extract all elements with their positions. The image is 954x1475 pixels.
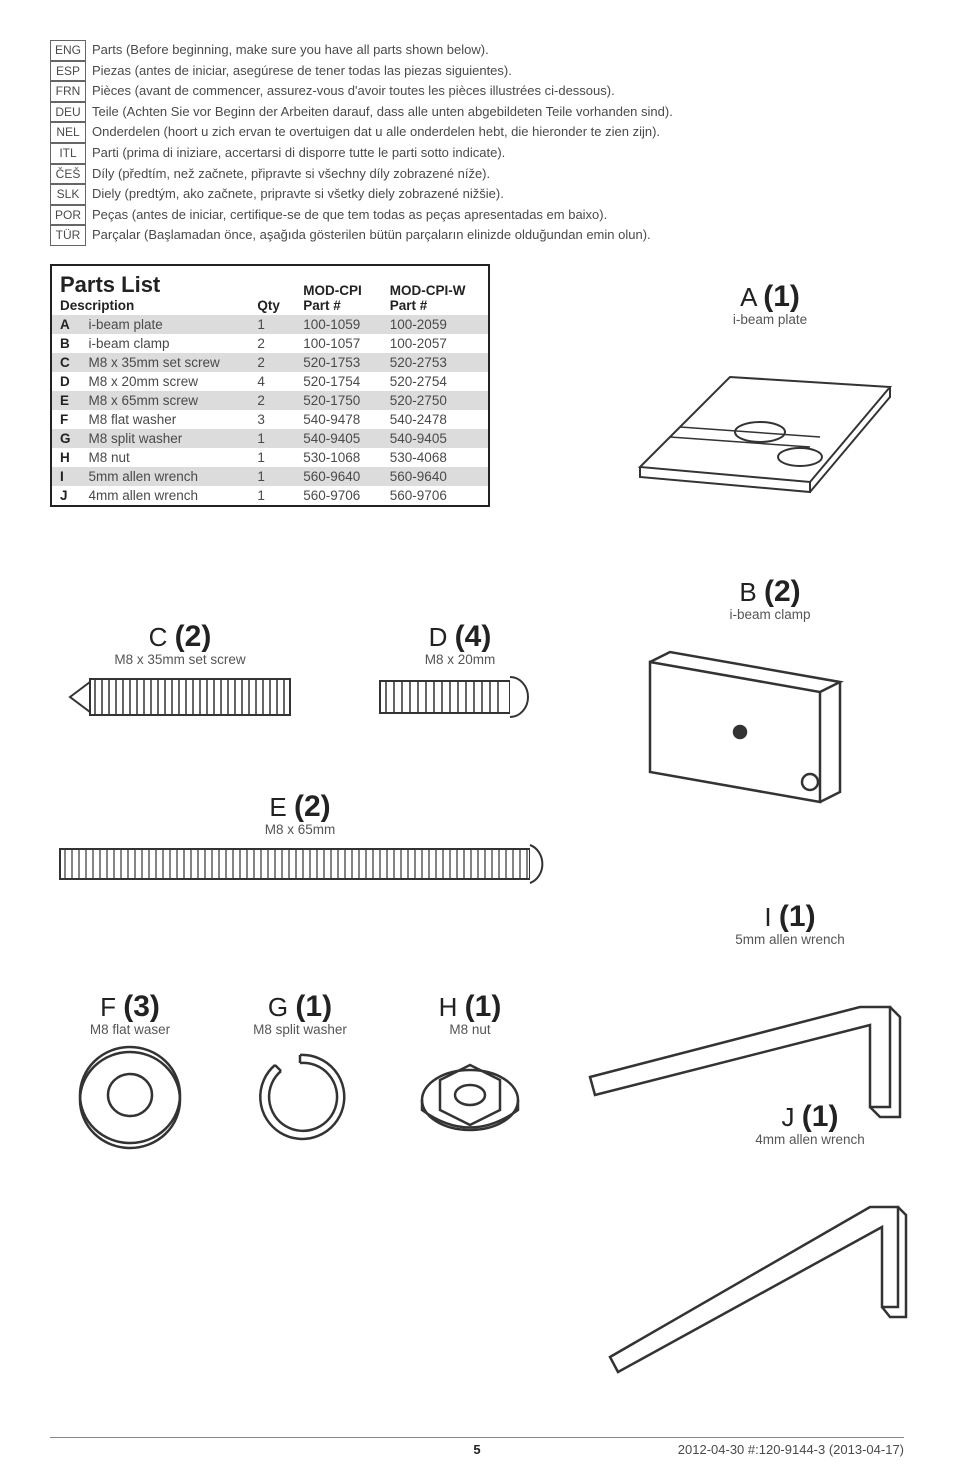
lang-text: Díly (předtím, než začnete, připravte si… <box>92 164 490 184</box>
lang-text: Peças (antes de iniciar, certifique-se d… <box>92 205 607 225</box>
flat-washer-icon <box>70 1045 190 1155</box>
lang-row: FRN Pièces (avant de commencer, assurez-v… <box>50 81 904 102</box>
lang-code: SLK <box>50 184 86 205</box>
ibeam-plate-icon <box>610 327 910 507</box>
part-G: G (1) M8 split washer <box>220 990 380 1145</box>
table-row: DM8 x 20mm screw4520-1754520-2754 <box>51 372 489 391</box>
table-row: GM8 split washer1540-9405540-9405 <box>51 429 489 448</box>
parts-table: Parts List Description Qty MOD-CPIPart #… <box>50 264 490 507</box>
col-description: Description <box>60 298 134 313</box>
table-row: HM8 nut1530-1068530-4068 <box>51 448 489 467</box>
part-F: F (3) M8 flat waser <box>55 990 205 1155</box>
lang-row: DEU Teile (Achten Sie vor Beginn der Arbe… <box>50 102 904 123</box>
nut-icon <box>415 1045 525 1145</box>
revision-info: 2012-04-30 #:120-9144-3 (2013-04-17) <box>678 1442 904 1457</box>
lang-row: ITL Parti (prima di iniziare, accertarsi … <box>50 143 904 164</box>
parts-list-title: Parts List <box>60 272 160 297</box>
lang-code: POR <box>50 205 86 226</box>
language-notes: ENG Parts (Before beginning, make sure yo… <box>50 40 904 246</box>
table-row: Ai-beam plate1100-1059100-2059 <box>51 315 489 334</box>
lang-code: DEU <box>50 102 86 123</box>
table-row: CM8 x 35mm set screw2520-1753520-2753 <box>51 353 489 372</box>
col-part1: MOD-CPIPart # <box>295 265 382 315</box>
lang-row: ENG Parts (Before beginning, make sure yo… <box>50 40 904 61</box>
lang-code: ITL <box>50 143 86 164</box>
lang-text: Parti (prima di iniziare, accertarsi di … <box>92 143 505 163</box>
part-H: H (1) M8 nut <box>400 990 540 1145</box>
screw-short-icon <box>360 667 540 727</box>
table-row: Bi-beam clamp2100-1057100-2057 <box>51 334 489 353</box>
page-footer: 5 2012-04-30 #:120-9144-3 (2013-04-17) <box>50 1437 904 1457</box>
lang-text: Onderdelen (hoort u zich ervan te overtu… <box>92 122 660 142</box>
col-part2: MOD-CPI-WPart # <box>382 265 489 315</box>
lang-code: TÜR <box>50 225 86 246</box>
lang-text: Piezas (antes de iniciar, asegúrese de t… <box>92 61 512 81</box>
part-J: J (1) 4mm allen wrench <box>570 1100 930 1377</box>
lang-row: NEL Onderdelen (hoort u zich ervan te ove… <box>50 122 904 143</box>
lang-text: Teile (Achten Sie vor Beginn der Arbeite… <box>92 102 673 122</box>
lang-row: ČEŠ Díly (předtím, než začnete, připravte… <box>50 164 904 185</box>
page-number: 5 <box>473 1442 480 1457</box>
lang-code: ESP <box>50 61 86 82</box>
part-D: D (4) M8 x 20mm <box>360 620 560 727</box>
lang-code: ENG <box>50 40 86 61</box>
set-screw-icon <box>60 667 300 727</box>
table-row: FM8 flat washer3540-9478540-2478 <box>51 410 489 429</box>
lang-row: ESP Piezas (antes de iniciar, asegúrese d… <box>50 61 904 82</box>
lang-code: NEL <box>50 122 86 143</box>
table-row: J4mm allen wrench1560-9706560-9706 <box>51 486 489 506</box>
lang-text: Diely (predtým, ako začnete, pripravte s… <box>92 184 504 204</box>
part-E: E (2) M8 x 65mm <box>50 790 570 892</box>
part-C: C (2) M8 x 35mm set screw <box>60 620 300 727</box>
lang-code: ČEŠ <box>50 164 86 185</box>
screw-long-icon <box>50 837 560 892</box>
allen-wrench-4mm-icon <box>570 1147 930 1377</box>
part-I: I (1) 5mm allen wrench <box>570 900 930 1127</box>
part-B: B (2) i-beam clamp <box>610 575 930 822</box>
split-washer-icon <box>245 1045 355 1145</box>
part-A: A (1) i-beam plate <box>610 280 930 507</box>
lang-row: TÜR Parçalar (Başlamadan önce, aşağıda gö… <box>50 225 904 246</box>
ibeam-clamp-icon <box>610 622 870 822</box>
lang-code: FRN <box>50 81 86 102</box>
table-row: I5mm allen wrench1560-9640560-9640 <box>51 467 489 486</box>
lang-text: Parts (Before beginning, make sure you h… <box>92 40 489 60</box>
lang-row: SLK Diely (predtým, ako začnete, pripravt… <box>50 184 904 205</box>
lang-row: POR Peças (antes de iniciar, certifique-s… <box>50 205 904 226</box>
lang-text: Parçalar (Başlamadan önce, aşağıda göste… <box>92 225 651 245</box>
table-row: EM8 x 65mm screw2520-1750520-2750 <box>51 391 489 410</box>
col-qty: Qty <box>249 265 295 315</box>
lang-text: Pièces (avant de commencer, assurez-vous… <box>92 81 615 101</box>
